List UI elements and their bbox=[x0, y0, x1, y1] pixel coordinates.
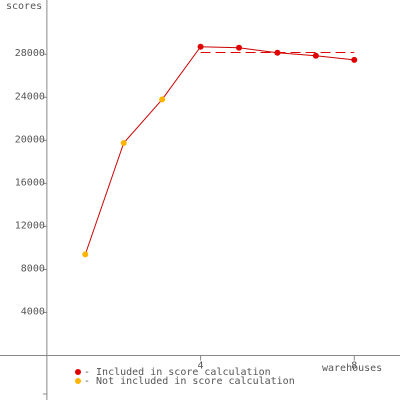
point bbox=[351, 56, 358, 63]
x-tick-label: 4 bbox=[198, 361, 204, 372]
legend-label: - Included in score calculation bbox=[84, 367, 271, 378]
x-tick-label: 8 bbox=[351, 361, 357, 372]
y-tick-label: 12000 bbox=[15, 220, 45, 231]
y-tick-label: 28000 bbox=[15, 48, 45, 59]
point bbox=[312, 52, 319, 59]
score-line-path bbox=[84, 46, 355, 255]
point bbox=[120, 140, 127, 147]
y-tick-label: 8000 bbox=[21, 263, 45, 274]
point bbox=[197, 43, 204, 50]
point bbox=[274, 49, 281, 56]
point bbox=[159, 96, 166, 103]
legend-marker bbox=[75, 378, 81, 384]
x-axis-label: warehouses bbox=[322, 363, 382, 374]
y-tick-label: 24000 bbox=[15, 91, 45, 102]
legend-label: - Not included in score calculation bbox=[84, 376, 295, 387]
point bbox=[236, 44, 243, 51]
y-axis-label: scores bbox=[6, 1, 42, 12]
y-tick-label: 16000 bbox=[15, 177, 45, 188]
point bbox=[82, 251, 89, 258]
legend-marker bbox=[75, 369, 81, 375]
y-tick-label: 20000 bbox=[15, 134, 45, 145]
y-tick-label: 4000 bbox=[21, 307, 45, 318]
